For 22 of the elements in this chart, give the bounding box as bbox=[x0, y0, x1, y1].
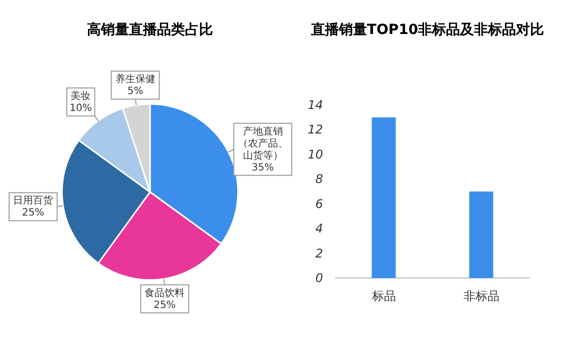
chart-title: 高销量直播品类占比 bbox=[87, 21, 213, 38]
x-tick-label: 标品 bbox=[370, 289, 396, 303]
y-tick-label: 4 bbox=[315, 222, 323, 236]
data-label: 25% bbox=[22, 208, 44, 219]
y-tick-label: 8 bbox=[315, 172, 324, 186]
x-tick-label: 非标品 bbox=[463, 289, 500, 303]
slice-label: 产地直销（农产品、山货等） bbox=[238, 125, 288, 162]
y-tick-label: 10 bbox=[308, 147, 324, 162]
y-tick-label: 6 bbox=[315, 196, 324, 211]
slice-label: 养生保健 bbox=[115, 73, 156, 86]
chart-title: 直播销量TOP10非标品及非标品对比 bbox=[310, 22, 544, 38]
slice-label: 日用百货 bbox=[13, 194, 54, 207]
data-label: 35% bbox=[252, 162, 274, 174]
y-tick-label: 14 bbox=[308, 98, 323, 112]
y-tick-label: 0 bbox=[315, 271, 324, 285]
slice-label: 食品饮料 bbox=[144, 286, 185, 299]
y-tick-label: 2 bbox=[315, 246, 323, 260]
slice-label: 美妆 bbox=[70, 90, 91, 102]
data-label: 10% bbox=[70, 102, 92, 114]
y-tick-label: 12 bbox=[308, 122, 323, 137]
data-label: 25% bbox=[154, 300, 176, 311]
data-label: 5% bbox=[127, 86, 144, 98]
